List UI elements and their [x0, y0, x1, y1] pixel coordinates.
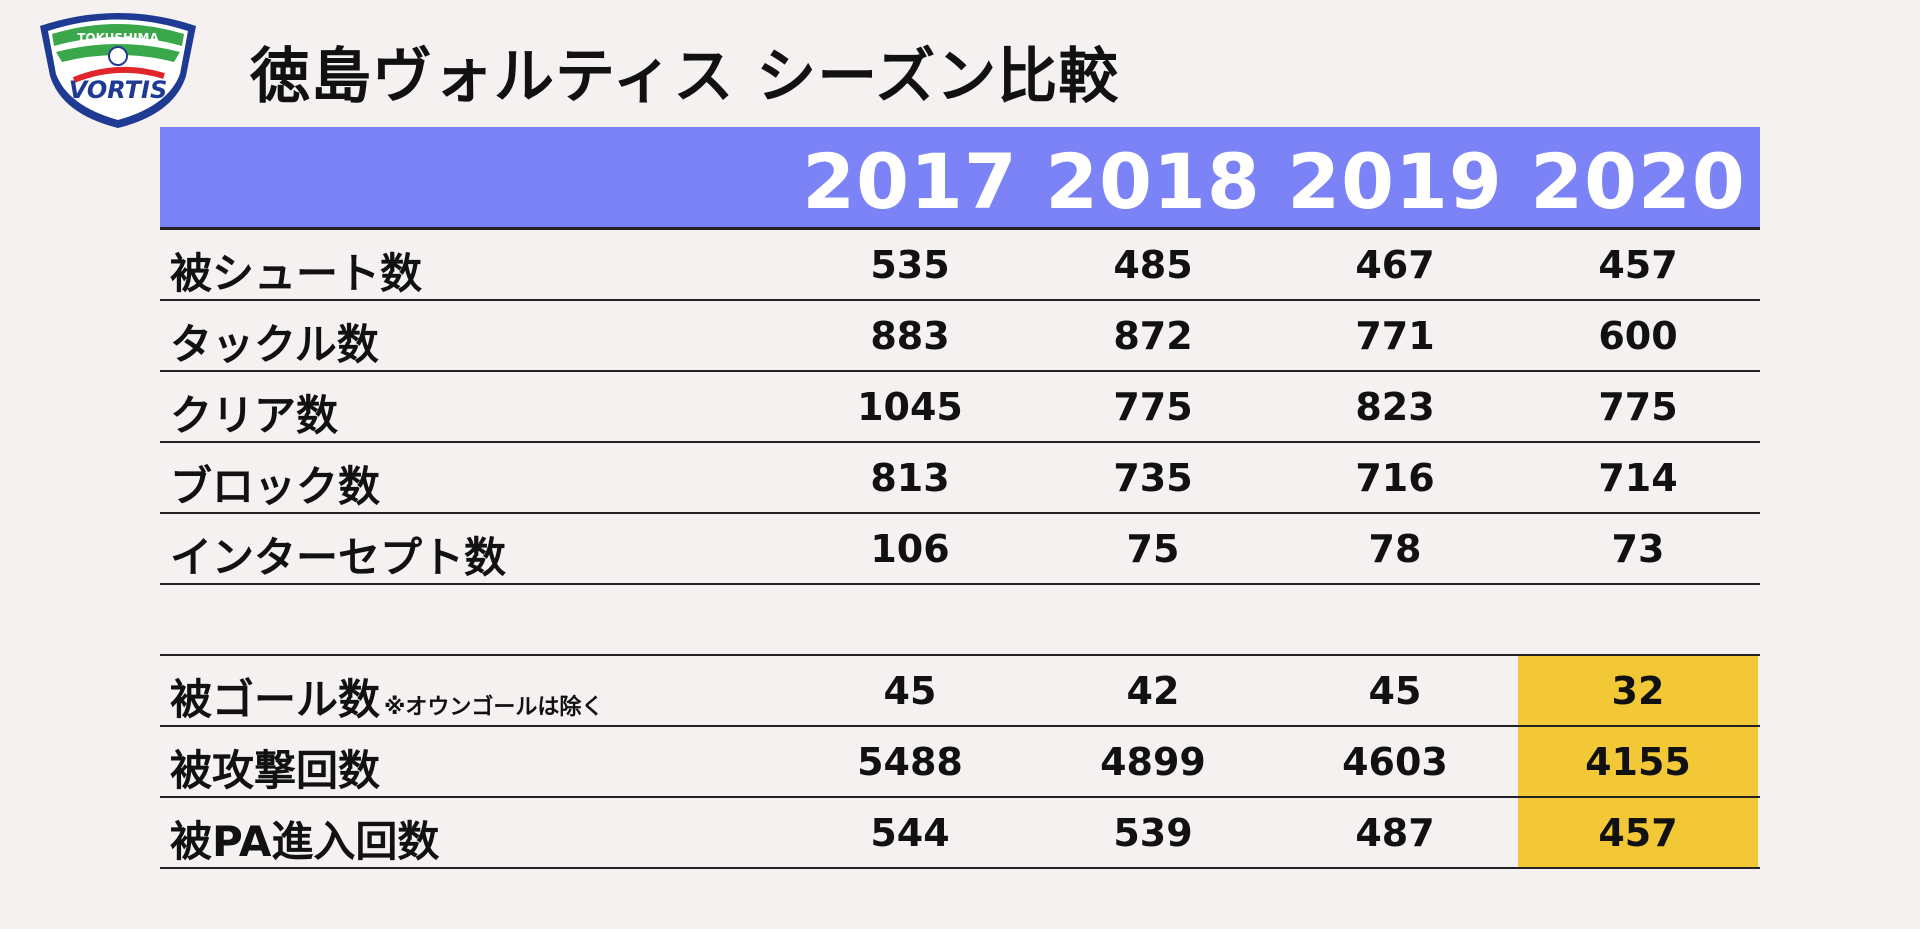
year-2017: 2017 [802, 137, 1018, 226]
table-cell-2019: 487 [1355, 811, 1435, 855]
table-cell-2019: 771 [1355, 314, 1435, 358]
row-label: クリア数 [170, 382, 338, 443]
table-row: 被シュート数 535 485 467 457 [160, 230, 1760, 301]
conceded-stats-group: 被ゴール数 ※オウンゴールは除く 45 42 45 32 被攻撃回数 5488 4899 4603… [160, 656, 1760, 869]
row-label: インターセプト数 [170, 524, 506, 585]
table-row: 被攻撃回数 5488 4899 4603 4155 [160, 727, 1760, 798]
table-cell-2017: 544 [870, 811, 950, 855]
table-cell-2020: 600 [1598, 314, 1678, 358]
row-label: ブロック数 [170, 453, 380, 514]
row-label-text: 被攻撃回数 [170, 746, 381, 795]
table-row: 被ゴール数 ※オウンゴールは除く 45 42 45 32 [160, 656, 1760, 727]
table-cell-2020: 4155 [1518, 727, 1758, 796]
table-row: クリア数 1045 775 823 775 [160, 372, 1760, 443]
table-cell-2020: 32 [1518, 656, 1758, 725]
table-cell-2017: 45 [883, 669, 937, 713]
defense-stats-group: 被シュート数 535 485 467 457 タックル数 883 872 771 600 クリア数 1… [160, 230, 1760, 585]
page-title: 徳島ヴォルティス シーズン比較 [250, 42, 1120, 112]
table-cell-2018: 42 [1126, 669, 1180, 713]
logo-top-text: TOKUSHIMA [77, 31, 159, 45]
row-label-text: 被シュート数 [170, 249, 423, 298]
table-cell-2017: 535 [870, 243, 950, 287]
table-gap [160, 585, 1760, 656]
row-label: 被ゴール数 ※オウンゴールは除く [170, 666, 603, 727]
row-label-text: 被ゴール数 [170, 675, 381, 724]
table-cell-2017: 1045 [857, 385, 963, 429]
table-cell-2017: 106 [870, 527, 950, 571]
table-cell-2017: 5488 [857, 740, 963, 784]
comparison-table: 2017 2018 2019 2020 被シュート数 535 485 467 457 タッ… [160, 127, 1760, 869]
table-cell-2020: 73 [1611, 527, 1665, 571]
table-cell-2018: 75 [1126, 527, 1180, 571]
table-cell-2020: 714 [1598, 456, 1678, 500]
logo-main-text: VORTIS [69, 76, 168, 104]
table-cell-2020: 457 [1598, 243, 1678, 287]
team-logo: TOKUSHIMA VORTIS [34, 6, 202, 132]
table-cell-2019: 467 [1355, 243, 1435, 287]
row-label: 被シュート数 [170, 240, 422, 301]
table-cell-2019: 4603 [1342, 740, 1448, 784]
row-label-text: インターセプト数 [170, 533, 507, 582]
row-label: 被攻撃回数 [170, 737, 380, 798]
table-cell-2018: 539 [1113, 811, 1193, 855]
table-cell-2019: 823 [1355, 385, 1435, 429]
table-row: ブロック数 813 735 716 714 [160, 443, 1760, 514]
table-cell-2018: 4899 [1100, 740, 1206, 784]
table-cell-2018: 872 [1113, 314, 1193, 358]
table-cell-2019: 78 [1368, 527, 1422, 571]
table-cell-2017: 813 [870, 456, 950, 500]
year-header-row: 2017 2018 2019 2020 [160, 127, 1760, 230]
row-label-note: ※オウンゴールは除く [384, 695, 604, 720]
year-2020: 2020 [1530, 137, 1746, 226]
table-cell-2018: 775 [1113, 385, 1193, 429]
row-label-text: タックル数 [170, 320, 379, 369]
table-cell-2017: 883 [870, 314, 950, 358]
vortis-crest-icon: TOKUSHIMA VORTIS [40, 13, 196, 128]
table-row: タックル数 883 872 771 600 [160, 301, 1760, 372]
table-cell-2019: 45 [1368, 669, 1422, 713]
row-label: タックル数 [170, 311, 379, 372]
row-label-text: ブロック数 [170, 462, 381, 511]
row-label-text: 被PA進入回数 [170, 817, 440, 866]
row-label-text: クリア数 [170, 391, 339, 440]
table-row: インターセプト数 106 75 78 73 [160, 514, 1760, 585]
table-cell-2018: 735 [1113, 456, 1193, 500]
row-label: 被PA進入回数 [170, 808, 439, 869]
table-cell-2020: 457 [1518, 798, 1758, 867]
table-cell-2019: 716 [1355, 456, 1435, 500]
table-row: 被PA進入回数 544 539 487 457 [160, 798, 1760, 869]
table-cell-2020: 775 [1598, 385, 1678, 429]
table-cell-2018: 485 [1113, 243, 1193, 287]
year-2019: 2019 [1287, 137, 1503, 226]
year-2018: 2018 [1045, 137, 1261, 226]
